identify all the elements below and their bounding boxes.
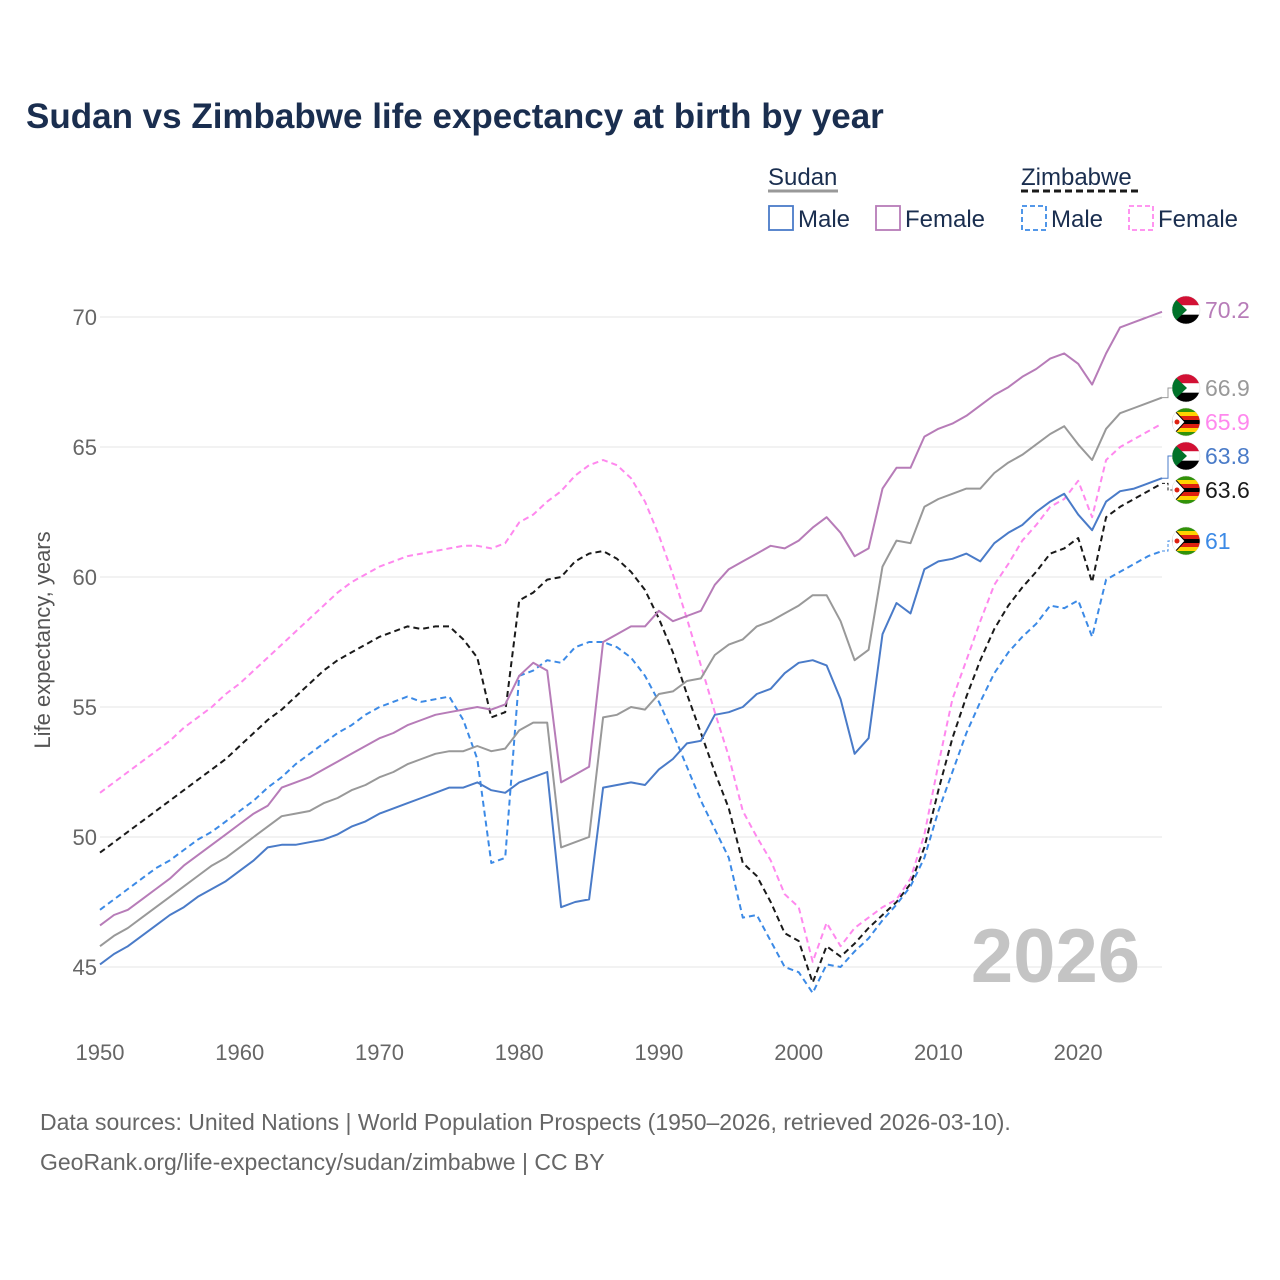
x-tick-label: 1950 xyxy=(76,1040,125,1065)
end-value-label: 63.8 xyxy=(1205,443,1250,469)
end-label-sudan-male: 63.8 xyxy=(1162,441,1250,479)
grid-lines xyxy=(100,316,1162,968)
leader-line xyxy=(1162,540,1172,552)
legend-item-label: Female xyxy=(905,206,985,233)
legend-group-zimbabwe: Zimbabwe Male Female xyxy=(1021,164,1238,233)
legend: Sudan Male Female Zimbabwe Male Female xyxy=(768,164,1238,233)
y-axis-ticks: 45 50 55 60 65 70 xyxy=(73,305,97,980)
end-labels: 63.8 70.2 66.9 61 65.9 63.6 xyxy=(1162,295,1250,556)
series-line-zimbabwe-female xyxy=(99,422,1163,963)
y-tick-label: 65 xyxy=(73,435,97,460)
leader-line xyxy=(1162,482,1172,491)
x-tick-label: 2020 xyxy=(1054,1040,1103,1065)
x-tick-label: 2010 xyxy=(914,1040,963,1065)
legend-item-label: Female xyxy=(1158,206,1238,233)
x-tick-label: 2000 xyxy=(774,1040,823,1065)
end-label-zimbabwe-male: 61 xyxy=(1162,526,1231,556)
legend-group-sudan: Sudan Male Female xyxy=(768,164,985,233)
legend-group-title: Sudan xyxy=(768,164,837,191)
source-line-2: GeoRank.org/life-expectancy/sudan/zimbab… xyxy=(40,1149,605,1175)
y-axis-label: Life expectancy, years xyxy=(30,531,55,748)
legend-item-label: Male xyxy=(798,206,850,233)
legend-swatch xyxy=(1021,205,1047,231)
legend-group-title: Zimbabwe xyxy=(1021,164,1132,191)
end-label-zimbabwe-female: 65.9 xyxy=(1171,407,1250,437)
y-tick-label: 55 xyxy=(73,695,97,720)
y-tick-label: 45 xyxy=(73,955,97,980)
legend-swatch xyxy=(875,205,901,231)
series-line-sudan-male xyxy=(99,477,1163,966)
y-tick-label: 60 xyxy=(73,565,97,590)
sudan-flag-icon xyxy=(1172,374,1200,402)
end-label-zimbabwe-total: 63.6 xyxy=(1162,475,1250,505)
y-tick-label: 50 xyxy=(73,825,97,850)
end-value-label: 70.2 xyxy=(1205,297,1250,323)
end-label-sudan-female: 70.2 xyxy=(1171,295,1250,325)
end-value-label: 63.6 xyxy=(1205,477,1250,503)
chart-title: Sudan vs Zimbabwe life expectancy at bir… xyxy=(26,97,884,136)
series-lines xyxy=(99,310,1163,994)
x-tick-label: 1970 xyxy=(355,1040,404,1065)
end-value-label: 65.9 xyxy=(1205,409,1250,435)
zimbabwe-flag-icon xyxy=(1172,476,1200,504)
legend-swatch xyxy=(768,205,794,231)
x-tick-label: 1990 xyxy=(634,1040,683,1065)
end-label-sudan-total: 66.9 xyxy=(1162,373,1250,403)
y-tick-label: 70 xyxy=(73,305,97,330)
series-line-zimbabwe-total xyxy=(99,482,1163,984)
series-line-sudan-total xyxy=(99,396,1163,948)
leader-line xyxy=(1162,387,1172,399)
source-line-1: Data sources: United Nations | World Pop… xyxy=(40,1109,1011,1135)
sudan-flag-icon xyxy=(1172,442,1200,470)
zimbabwe-flag-icon xyxy=(1172,527,1200,555)
leader-line xyxy=(1162,455,1172,479)
end-value-label: 61 xyxy=(1205,528,1231,554)
sudan-flag-icon xyxy=(1172,296,1200,324)
legend-item-label: Male xyxy=(1051,206,1103,233)
x-tick-label: 1980 xyxy=(495,1040,544,1065)
x-tick-label: 1960 xyxy=(215,1040,264,1065)
zimbabwe-flag-icon xyxy=(1172,408,1200,436)
legend-swatch xyxy=(1128,205,1154,231)
year-watermark: 2026 xyxy=(971,914,1140,999)
series-line-sudan-female xyxy=(99,310,1163,927)
end-value-label: 66.9 xyxy=(1205,375,1250,401)
x-axis-ticks: 1950 1960 1970 1980 1990 2000 2010 2020 xyxy=(76,1040,1103,1065)
